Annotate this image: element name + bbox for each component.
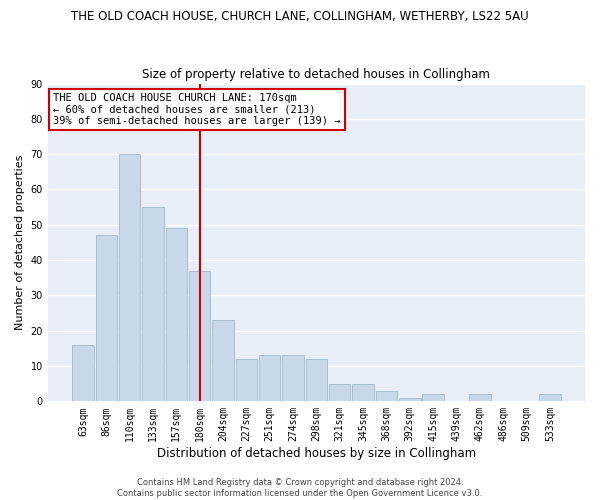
Bar bbox=[119, 154, 140, 402]
Bar bbox=[399, 398, 421, 402]
Title: Size of property relative to detached houses in Collingham: Size of property relative to detached ho… bbox=[142, 68, 490, 81]
Bar bbox=[212, 320, 234, 402]
Bar bbox=[142, 207, 164, 402]
Text: THE OLD COACH HOUSE CHURCH LANE: 170sqm
← 60% of detached houses are smaller (21: THE OLD COACH HOUSE CHURCH LANE: 170sqm … bbox=[53, 93, 341, 126]
Bar bbox=[259, 356, 280, 402]
Text: Contains HM Land Registry data © Crown copyright and database right 2024.
Contai: Contains HM Land Registry data © Crown c… bbox=[118, 478, 482, 498]
Bar bbox=[305, 359, 327, 402]
Y-axis label: Number of detached properties: Number of detached properties bbox=[15, 155, 25, 330]
Bar bbox=[352, 384, 374, 402]
Bar bbox=[376, 390, 397, 402]
Bar bbox=[166, 228, 187, 402]
Bar bbox=[469, 394, 491, 402]
Bar bbox=[539, 394, 560, 402]
Bar bbox=[329, 384, 350, 402]
Bar bbox=[95, 236, 117, 402]
Text: THE OLD COACH HOUSE, CHURCH LANE, COLLINGHAM, WETHERBY, LS22 5AU: THE OLD COACH HOUSE, CHURCH LANE, COLLIN… bbox=[71, 10, 529, 23]
Bar bbox=[189, 270, 211, 402]
Bar bbox=[422, 394, 444, 402]
X-axis label: Distribution of detached houses by size in Collingham: Distribution of detached houses by size … bbox=[157, 447, 476, 460]
Bar bbox=[236, 359, 257, 402]
Bar bbox=[283, 356, 304, 402]
Bar bbox=[72, 345, 94, 402]
